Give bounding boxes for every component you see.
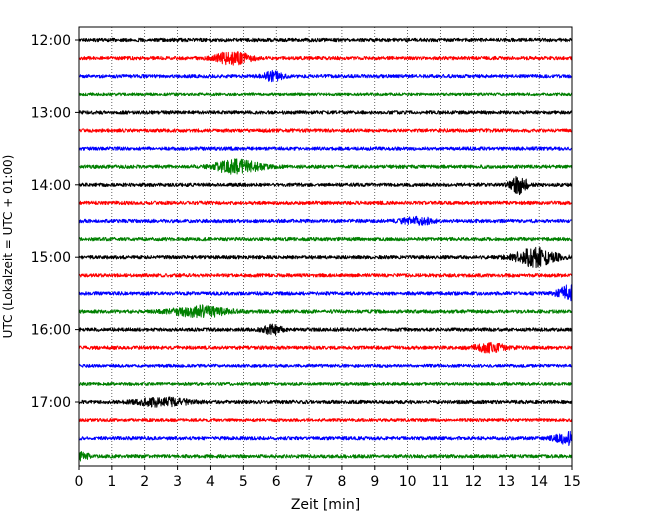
x-tick-label-12: 12 xyxy=(464,474,482,490)
trace-lines xyxy=(78,37,573,462)
trace-1415 xyxy=(78,200,573,206)
trace-1300 xyxy=(78,110,573,115)
x-tick-label-14: 14 xyxy=(530,474,548,490)
grid-lines xyxy=(111,27,540,466)
plot-frame xyxy=(78,26,573,467)
trace-1445 xyxy=(78,236,573,242)
x-ticks: 0 1 2 3 4 5 6 7 8 9 10 11 12 13 14 15 xyxy=(75,466,581,490)
trace-1430 xyxy=(78,215,573,226)
y-tick-label-1500: 15:00 xyxy=(31,250,71,266)
trace-1200 xyxy=(78,37,573,43)
trace-1315 xyxy=(78,128,573,133)
x-axis-label: Zeit [min] xyxy=(291,497,360,513)
trace-1500 xyxy=(78,246,573,269)
trace-1600 xyxy=(78,323,573,336)
y-tick-label-1200: 12:00 xyxy=(31,33,71,49)
x-tick-label-4: 4 xyxy=(206,474,215,490)
trace-1630 xyxy=(78,363,573,368)
trace-1745 xyxy=(78,451,573,462)
y-tick-label-1600: 16:00 xyxy=(31,323,71,339)
y-axis-label: UTC (Lokalzeit = UTC + 01:00) xyxy=(1,155,15,339)
x-tick-label-13: 13 xyxy=(497,474,515,490)
trace-1330 xyxy=(78,146,573,151)
trace-1700 xyxy=(78,396,573,408)
x-tick-label-9: 9 xyxy=(370,474,379,490)
y-ticks: 12:00 13:00 14:00 15:00 16:00 17:00 xyxy=(31,33,79,411)
trace-1645 xyxy=(78,381,573,386)
x-tick-label-8: 8 xyxy=(337,474,346,490)
trace-1400 xyxy=(78,176,573,196)
trace-1615 xyxy=(78,341,573,354)
x-tick-label-10: 10 xyxy=(399,474,417,490)
trace-1530 xyxy=(78,284,573,302)
x-tick-label-0: 0 xyxy=(75,474,84,490)
x-tick-label-11: 11 xyxy=(432,474,450,490)
x-tick-label-1: 1 xyxy=(107,474,116,490)
trace-1545 xyxy=(78,304,573,319)
x-tick-label-7: 7 xyxy=(305,474,314,490)
x-tick-label-3: 3 xyxy=(173,474,182,490)
trace-1730 xyxy=(78,430,573,446)
trace-1515 xyxy=(78,273,573,278)
trace-1245 xyxy=(78,92,573,97)
trace-1215 xyxy=(78,51,573,66)
x-tick-label-6: 6 xyxy=(272,474,281,490)
trace-1345 xyxy=(78,158,573,175)
trace-1715 xyxy=(78,418,573,423)
y-tick-label-1300: 13:00 xyxy=(31,105,71,121)
y-tick-label-1400: 14:00 xyxy=(31,178,71,194)
x-tick-label-2: 2 xyxy=(140,474,149,490)
x-tick-label-15: 15 xyxy=(563,474,581,490)
y-tick-label-1700: 17:00 xyxy=(31,395,71,411)
x-tick-label-5: 5 xyxy=(239,474,248,490)
trace-1230 xyxy=(78,69,573,83)
